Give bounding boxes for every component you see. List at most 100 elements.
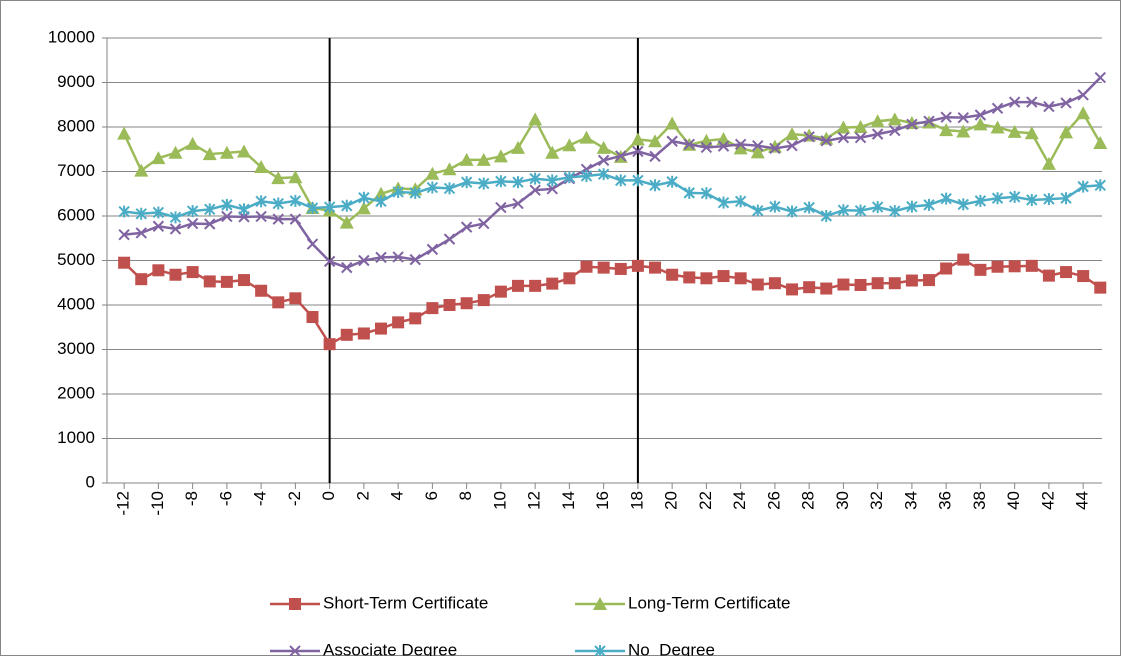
marker: [580, 169, 593, 182]
marker: [152, 264, 165, 277]
marker: [597, 261, 610, 274]
marker: [168, 145, 183, 159]
marker: [186, 266, 199, 279]
marker: [906, 118, 918, 131]
marker: [254, 160, 269, 174]
marker: [272, 197, 284, 210]
series-line: [122, 111, 1102, 225]
x-tick-label: 34: [901, 491, 920, 510]
x-tick-label: 14: [559, 491, 578, 510]
x-tick-label: 30: [833, 491, 852, 510]
y-tick-label: 6000: [57, 205, 95, 224]
marker: [700, 272, 713, 285]
marker: [905, 274, 918, 287]
marker: [443, 299, 456, 311]
marker: [375, 322, 388, 335]
marker: [837, 278, 850, 291]
x-tick-label: 40: [1004, 491, 1023, 510]
x-tick-label: -10: [148, 491, 167, 516]
marker: [512, 176, 524, 189]
y-tick-label: 3000: [57, 339, 95, 358]
marker: [630, 132, 645, 146]
marker: [734, 138, 747, 151]
x-tick-label: 2: [353, 491, 372, 500]
marker: [803, 131, 815, 143]
marker: [493, 149, 508, 163]
marker: [204, 218, 216, 230]
marker: [529, 172, 541, 185]
marker: [1025, 259, 1038, 272]
marker: [767, 139, 782, 153]
marker: [597, 168, 610, 181]
marker: [596, 140, 611, 154]
marker: [306, 201, 319, 214]
marker: [512, 279, 525, 292]
marker: [1077, 180, 1089, 193]
marker: [734, 195, 747, 208]
y-tick-label: 1000: [57, 428, 95, 447]
marker: [306, 311, 319, 324]
x-tick-label: 38: [970, 491, 989, 510]
marker: [357, 327, 370, 340]
marker: [632, 145, 644, 158]
marker: [323, 338, 336, 351]
marker: [1059, 125, 1074, 139]
marker: [579, 130, 594, 144]
marker: [836, 120, 851, 134]
marker: [854, 204, 867, 217]
marker: [219, 145, 234, 159]
marker: [118, 256, 131, 269]
marker: [118, 205, 130, 218]
marker: [923, 274, 936, 287]
marker: [615, 150, 627, 162]
legend-marker: [289, 598, 301, 610]
marker: [785, 127, 800, 141]
marker: [1026, 193, 1038, 206]
x-tick-label: 20: [662, 491, 681, 510]
x-tick-label: -4: [251, 491, 270, 506]
legend-marker: [594, 645, 606, 656]
x-tick-label: -12: [114, 491, 133, 516]
marker: [957, 198, 969, 211]
marker: [648, 134, 663, 148]
x-tick-label: 8: [456, 491, 475, 500]
marker: [683, 186, 695, 199]
marker: [1008, 190, 1021, 203]
marker: [665, 116, 680, 130]
marker: [306, 238, 319, 250]
marker: [529, 279, 542, 292]
marker: [202, 147, 217, 161]
marker: [459, 152, 474, 166]
marker: [477, 294, 490, 307]
legend-marker: [289, 645, 301, 656]
marker: [478, 217, 490, 230]
marker: [356, 201, 371, 215]
marker: [117, 126, 132, 140]
marker: [1093, 136, 1108, 150]
marker: [957, 253, 970, 266]
marker: [991, 192, 1004, 205]
x-tick-label: -6: [216, 491, 235, 506]
marker: [666, 268, 679, 281]
marker: [1041, 156, 1056, 170]
marker: [478, 177, 490, 190]
marker: [545, 145, 560, 159]
y-tick-label: 10000: [48, 27, 95, 46]
marker: [238, 274, 251, 287]
marker: [186, 205, 199, 218]
marker: [409, 253, 421, 266]
marker: [752, 204, 764, 217]
marker: [1008, 96, 1021, 108]
marker: [203, 275, 216, 288]
marker: [973, 117, 988, 131]
x-tick-label: 28: [799, 491, 818, 510]
x-tick-label: 24: [730, 491, 749, 510]
marker: [392, 316, 405, 329]
y-tick-label: 2000: [57, 383, 95, 402]
legend-marker: [593, 597, 607, 610]
marker: [666, 135, 678, 147]
y-tick-label: 4000: [57, 294, 95, 313]
legend-label: No Degree: [628, 640, 715, 656]
marker: [442, 162, 457, 176]
marker: [341, 261, 353, 274]
